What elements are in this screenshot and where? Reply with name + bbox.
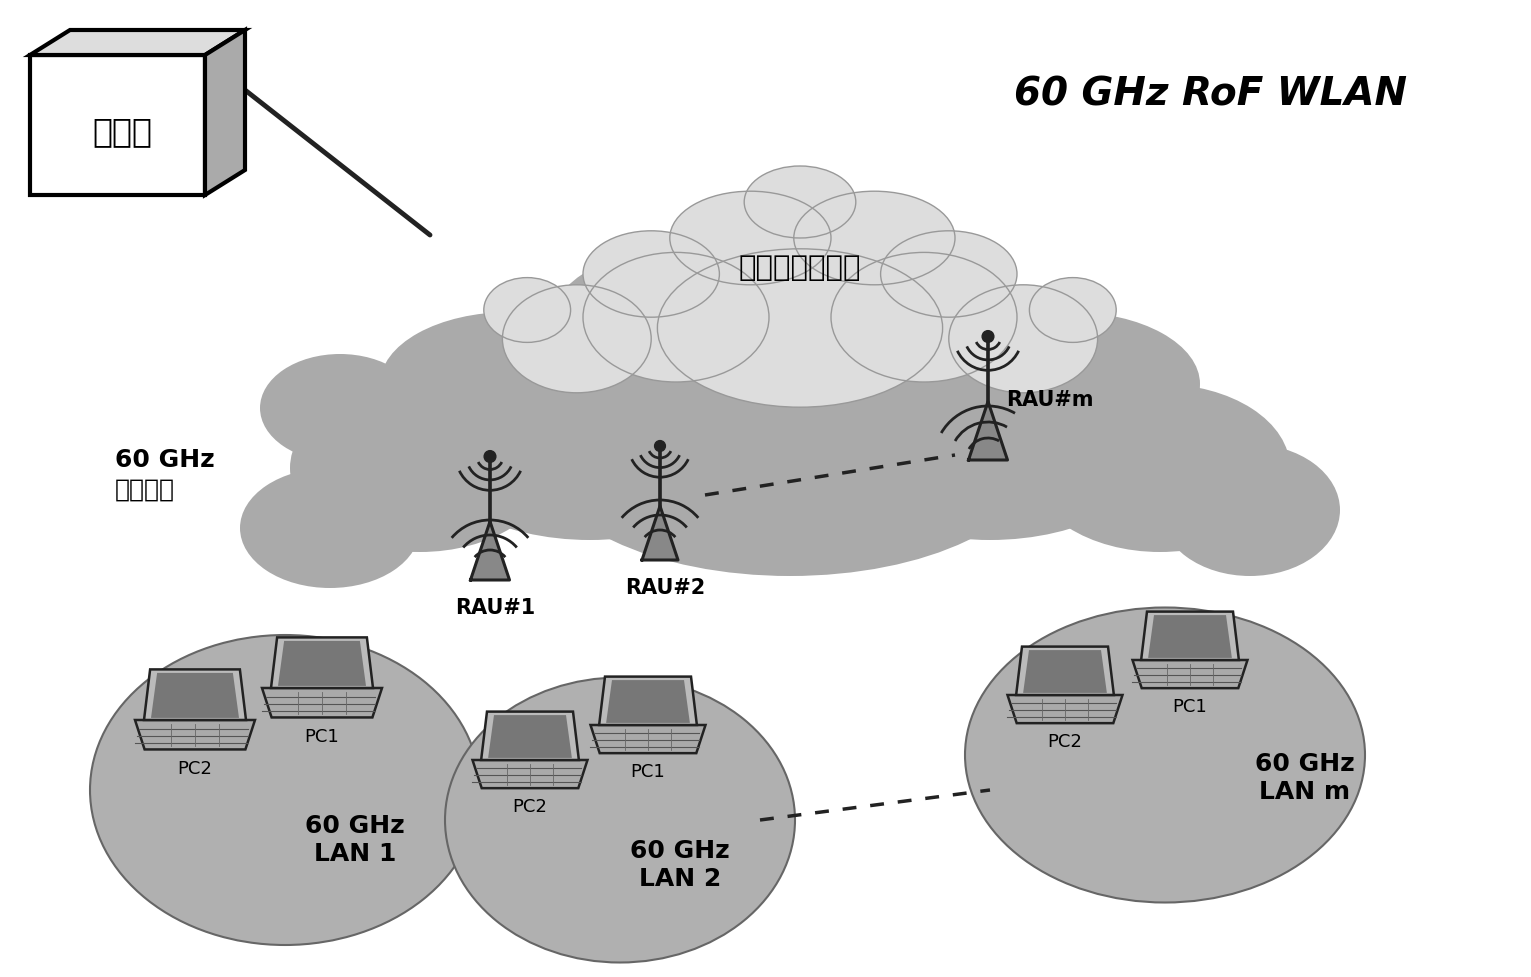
Polygon shape <box>31 30 245 55</box>
Polygon shape <box>1017 647 1115 695</box>
Circle shape <box>484 450 496 462</box>
Text: PC1: PC1 <box>1173 698 1208 716</box>
Polygon shape <box>606 680 690 723</box>
Ellipse shape <box>690 198 890 330</box>
Polygon shape <box>1007 695 1122 723</box>
Ellipse shape <box>583 231 720 318</box>
Ellipse shape <box>583 252 769 382</box>
Ellipse shape <box>965 608 1366 903</box>
Text: RAU#2: RAU#2 <box>625 578 706 598</box>
Text: 60 GHz
无线网络: 60 GHz 无线网络 <box>115 448 214 502</box>
Ellipse shape <box>744 166 856 238</box>
Polygon shape <box>205 30 245 195</box>
Text: 60 GHz
LAN 1: 60 GHz LAN 1 <box>305 814 404 866</box>
Ellipse shape <box>750 246 1030 402</box>
Text: PC2: PC2 <box>1047 733 1082 751</box>
Ellipse shape <box>1029 277 1116 342</box>
Text: PC2: PC2 <box>513 798 548 816</box>
Ellipse shape <box>380 312 640 456</box>
Polygon shape <box>470 522 510 580</box>
Ellipse shape <box>940 312 1200 456</box>
Polygon shape <box>641 506 678 560</box>
Ellipse shape <box>502 285 651 393</box>
Ellipse shape <box>260 354 419 462</box>
Polygon shape <box>488 715 573 758</box>
Text: 中心站: 中心站 <box>92 115 153 149</box>
Ellipse shape <box>240 468 419 588</box>
Polygon shape <box>152 673 239 718</box>
Ellipse shape <box>657 249 943 407</box>
Text: 基于光纤的网络: 基于光纤的网络 <box>739 254 862 282</box>
Ellipse shape <box>550 246 830 402</box>
Polygon shape <box>473 760 588 788</box>
Ellipse shape <box>793 191 955 285</box>
Circle shape <box>655 441 666 451</box>
Ellipse shape <box>831 252 1017 382</box>
Text: PC2: PC2 <box>178 760 213 778</box>
Bar <box>31 55 205 195</box>
Ellipse shape <box>821 348 1160 540</box>
Polygon shape <box>271 637 374 688</box>
Polygon shape <box>135 720 256 749</box>
Ellipse shape <box>419 348 759 540</box>
Ellipse shape <box>446 677 795 962</box>
Ellipse shape <box>484 277 571 342</box>
Polygon shape <box>599 677 697 725</box>
Polygon shape <box>144 669 246 720</box>
Polygon shape <box>481 711 579 760</box>
Circle shape <box>983 330 994 342</box>
Ellipse shape <box>90 635 481 945</box>
Text: 60 GHz
LAN m: 60 GHz LAN m <box>1255 752 1355 804</box>
Ellipse shape <box>669 191 831 285</box>
Ellipse shape <box>289 384 550 552</box>
Polygon shape <box>1148 616 1232 658</box>
Text: RAU#m: RAU#m <box>1006 390 1093 410</box>
Text: RAU#1: RAU#1 <box>455 598 536 618</box>
Ellipse shape <box>1030 384 1291 552</box>
Polygon shape <box>279 641 366 686</box>
Polygon shape <box>591 725 706 753</box>
Ellipse shape <box>1160 444 1340 576</box>
Text: PC1: PC1 <box>631 763 666 781</box>
Polygon shape <box>1023 650 1107 693</box>
Polygon shape <box>262 688 383 717</box>
Ellipse shape <box>880 231 1017 318</box>
Text: PC1: PC1 <box>305 728 340 746</box>
Ellipse shape <box>540 336 1040 576</box>
Polygon shape <box>1133 660 1248 688</box>
Text: 60 GHz
LAN 2: 60 GHz LAN 2 <box>631 839 730 891</box>
Text: 60 GHz RoF WLAN: 60 GHz RoF WLAN <box>1014 76 1407 114</box>
Polygon shape <box>1141 612 1239 660</box>
Polygon shape <box>969 402 1007 460</box>
Ellipse shape <box>949 285 1098 393</box>
